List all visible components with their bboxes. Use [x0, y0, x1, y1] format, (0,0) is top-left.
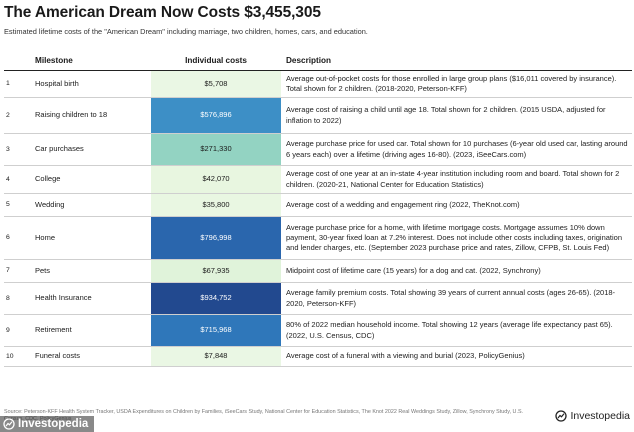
brand-logo: Investopedia [555, 410, 630, 422]
investopedia-icon [3, 418, 15, 430]
row-number: 8 [4, 282, 29, 315]
row-number: 6 [4, 216, 29, 260]
row-cost: $271,330 [151, 133, 281, 166]
row-description: Average cost of raising a child until ag… [281, 97, 632, 134]
row-number: 1 [4, 70, 29, 98]
investopedia-icon [555, 410, 568, 422]
row-description: Average out-of-pocket costs for those en… [281, 70, 632, 98]
row-number: 10 [4, 346, 29, 367]
row-cost: $7,848 [151, 346, 281, 367]
row-cost: $576,896 [151, 97, 281, 134]
header-number [4, 51, 29, 71]
row-milestone: Health Insurance [29, 282, 151, 315]
row-milestone: Car purchases [29, 133, 151, 166]
brand-text: Investopedia [570, 410, 630, 422]
row-description: Midpoint cost of lifetime care (15 years… [281, 259, 632, 283]
row-number: 2 [4, 97, 29, 134]
row-cost: $715,968 [151, 314, 281, 347]
table-row: 5 Wedding $35,800 Average cost of a wedding… [4, 193, 632, 217]
row-description: 80% of 2022 median household income. Tot… [281, 314, 632, 347]
table-row: 2 Raising children to 18 $576,896 Average c… [4, 97, 632, 134]
row-description: Average cost of one year at an in-state … [281, 165, 632, 194]
row-number: 3 [4, 133, 29, 166]
row-number: 7 [4, 259, 29, 283]
row-milestone: Wedding [29, 193, 151, 217]
row-milestone: Raising children to 18 [29, 97, 151, 134]
row-cost: $35,800 [151, 193, 281, 217]
table-row: 4 College $42,070 Average cost of one year … [4, 165, 632, 194]
table-row: 3 Car purchases $271,330 Average purchase p… [4, 133, 632, 166]
table-header-row: Milestone Individual costs Description [4, 51, 632, 71]
row-cost: $5,708 [151, 70, 281, 98]
page-subtitle: Estimated lifetime costs of the "America… [4, 27, 368, 36]
row-cost: $934,752 [151, 282, 281, 315]
row-cost: $67,935 [151, 259, 281, 283]
row-cost: $42,070 [151, 165, 281, 194]
row-description: Average cost of a wedding and engagement… [281, 193, 632, 217]
cost-table: Milestone Individual costs Description 1… [4, 51, 632, 367]
row-number: 4 [4, 165, 29, 194]
row-number: 9 [4, 314, 29, 347]
table-row: 6 Home $796,998 Average purchase price for … [4, 216, 632, 260]
row-cost: $796,998 [151, 216, 281, 260]
row-number: 5 [4, 193, 29, 217]
table-row: 7 Pets $67,935 Midpoint cost of lifetime ca… [4, 259, 632, 283]
header-milestone: Milestone [29, 51, 151, 71]
page-title: The American Dream Now Costs $3,455,305 [4, 4, 321, 21]
table-row: 9 Retirement $715,968 80% of 2022 median ho… [4, 314, 632, 347]
row-milestone: Home [29, 216, 151, 260]
row-milestone: Hospital birth [29, 70, 151, 98]
row-milestone: College [29, 165, 151, 194]
header-cost: Individual costs [151, 51, 281, 71]
row-description: Average purchase price for a home, with … [281, 216, 632, 260]
row-milestone: Pets [29, 259, 151, 283]
table-row: 8 Health Insurance $934,752 Average family … [4, 282, 632, 315]
watermark-logo: Investopedia [0, 416, 95, 432]
row-description: Average purchase price for used car. Tot… [281, 133, 632, 166]
watermark-text: Investopedia [18, 418, 89, 430]
table-row: 10 Funeral costs $7,848 Average cost of a f… [4, 346, 632, 367]
row-description: Average cost of a funeral with a viewing… [281, 346, 632, 367]
row-description: Average family premium costs. Total show… [281, 282, 632, 315]
row-milestone: Funeral costs [29, 346, 151, 367]
row-milestone: Retirement [29, 314, 151, 347]
table-row: 1 Hospital birth $5,708 Average out-of-pock… [4, 70, 632, 98]
header-description: Description [281, 51, 632, 71]
